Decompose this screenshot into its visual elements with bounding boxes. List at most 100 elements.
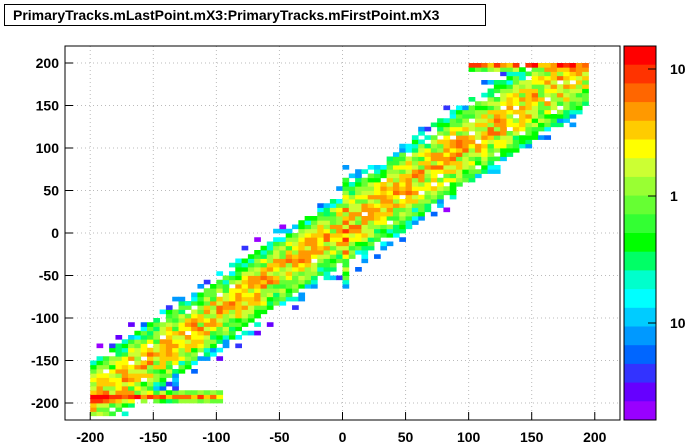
heatmap-cell: [203, 343, 211, 349]
heatmap-cell: [260, 254, 268, 259]
heatmap-cell: [531, 118, 539, 123]
heatmap-cell: [411, 160, 419, 166]
heatmap-cell: [538, 118, 545, 123]
heatmap-cell: [506, 88, 514, 94]
heatmap-cell: [519, 67, 526, 72]
heatmap-cell: [500, 109, 507, 115]
heatmap-cell: [437, 148, 444, 153]
heatmap-cell: [411, 199, 419, 204]
heatmap-cell: [222, 292, 230, 298]
heatmap-cell: [569, 105, 577, 111]
heatmap-cell: [386, 233, 394, 238]
heatmap-cell: [292, 258, 299, 264]
heatmap-cell: [323, 250, 331, 255]
heatmap-cell: [506, 71, 514, 77]
heatmap-cell: [178, 347, 186, 353]
colorbar-swatch: [624, 120, 656, 140]
heatmap-cell: [437, 203, 444, 208]
heatmap-cell: [146, 335, 154, 340]
heatmap-cell: [342, 177, 350, 183]
heatmap-cell: [380, 228, 388, 234]
heatmap-cell: [550, 67, 558, 72]
heatmap-cell: [437, 131, 444, 136]
heatmap-cell: [298, 275, 306, 281]
heatmap-cell: [304, 254, 312, 259]
heatmap-cell: [128, 356, 135, 361]
heatmap-cell: [109, 356, 116, 361]
heatmap-cell: [481, 143, 488, 149]
heatmap-cell: [468, 160, 476, 166]
heatmap-cell: [487, 160, 495, 166]
heatmap-cell: [481, 169, 488, 174]
heatmap-cell: [468, 169, 476, 174]
colorbar-swatch: [624, 214, 656, 234]
heatmap-cell: [519, 114, 526, 119]
heatmap-cell: [191, 330, 198, 336]
heatmap-cell: [329, 254, 337, 259]
heatmap-cell: [285, 258, 293, 264]
heatmap-cell: [355, 241, 362, 247]
heatmap-cell: [228, 330, 236, 336]
heatmap-cell: [140, 347, 148, 353]
heatmap-cell: [563, 109, 570, 115]
heatmap-cell: [96, 403, 104, 408]
heatmap-cell: [292, 284, 299, 289]
colorbar-label: 10: [670, 61, 686, 77]
heatmap-cell: [146, 373, 154, 378]
heatmap-cell: [582, 75, 589, 81]
heatmap-cell: [310, 233, 318, 238]
heatmap-cell: [519, 88, 526, 94]
heatmap-cell: [90, 386, 97, 391]
heatmap-cell: [392, 211, 400, 217]
heatmap-cell: [474, 152, 482, 157]
heatmap-cell: [487, 92, 495, 98]
heatmap-cell: [285, 275, 293, 281]
heatmap-cell: [563, 88, 570, 94]
heatmap-cell: [563, 92, 570, 98]
heatmap-cell: [317, 228, 324, 234]
heatmap-cell: [109, 373, 116, 378]
heatmap-cell: [178, 313, 186, 319]
heatmap-cell: [128, 394, 135, 400]
heatmap-cell: [273, 262, 280, 268]
heatmap-cell: [191, 301, 198, 306]
heatmap-cell: [317, 211, 324, 217]
heatmap-cell: [140, 394, 148, 400]
heatmap-cell: [102, 381, 110, 387]
heatmap-cell: [367, 241, 375, 247]
heatmap-cell: [544, 80, 552, 85]
heatmap-cell: [222, 309, 230, 315]
heatmap-cell: [493, 148, 501, 153]
heatmap-cell: [203, 322, 211, 327]
heatmap-cell: [550, 63, 558, 68]
heatmap-cell: [512, 88, 520, 94]
heatmap-cell: [241, 313, 249, 319]
heatmap-cell: [90, 390, 97, 395]
heatmap-cell: [481, 80, 488, 85]
heatmap-cell: [437, 118, 444, 123]
heatmap-cell: [519, 139, 526, 145]
heatmap-cell: [146, 360, 154, 366]
heatmap-cell: [210, 398, 217, 404]
heatmap-cell: [500, 97, 507, 102]
heatmap-cell: [184, 343, 192, 349]
heatmap-cell: [399, 177, 406, 183]
heatmap-cell: [216, 279, 224, 285]
heatmap-cell: [361, 169, 369, 174]
heatmap-cell: [500, 131, 507, 136]
heatmap-cell: [228, 326, 236, 332]
heatmap-cell: [178, 330, 186, 336]
heatmap-cell: [165, 313, 173, 319]
heatmap-cell: [329, 262, 337, 268]
heatmap-cell: [474, 160, 482, 166]
heatmap-cell: [178, 326, 186, 332]
heatmap-cell: [550, 84, 558, 89]
heatmap-cell: [285, 271, 293, 276]
heatmap-cell: [544, 105, 552, 111]
heatmap-cell: [443, 135, 451, 140]
heatmap-cell: [506, 118, 514, 123]
heatmap-cell: [386, 211, 394, 217]
heatmap-cell: [165, 309, 173, 315]
heatmap-cell: [525, 139, 533, 145]
